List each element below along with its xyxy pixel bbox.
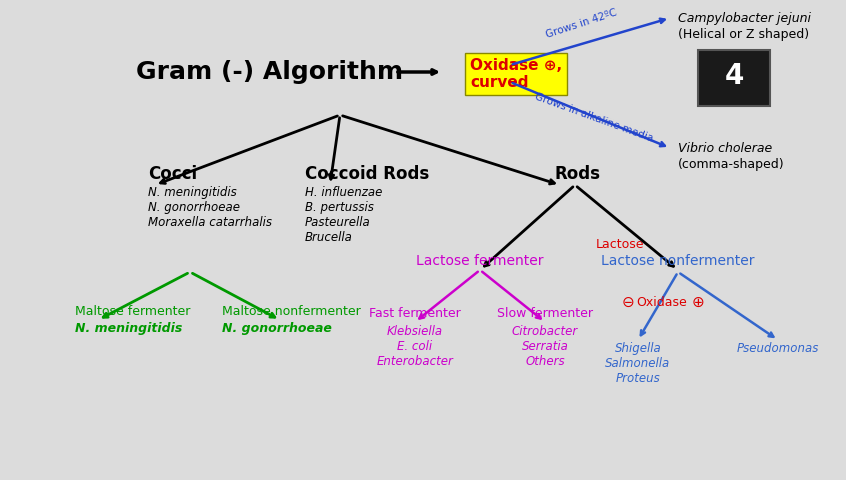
Text: 4: 4 xyxy=(724,62,744,90)
Text: Lactose: Lactose xyxy=(596,238,645,251)
Text: Gram (-) Algorithm: Gram (-) Algorithm xyxy=(136,60,404,84)
Text: Maltose nonfermenter: Maltose nonfermenter xyxy=(222,305,360,318)
Text: Klebsiella
E. coli
Enterobacter: Klebsiella E. coli Enterobacter xyxy=(376,325,453,368)
Text: Maltose fermenter: Maltose fermenter xyxy=(75,305,190,318)
Text: Oxidase: Oxidase xyxy=(637,296,687,309)
Text: Lactose fermenter: Lactose fermenter xyxy=(416,254,544,268)
Text: Oxidase ⊕,
curved: Oxidase ⊕, curved xyxy=(470,58,562,90)
Text: Campylobacter jejuni: Campylobacter jejuni xyxy=(678,12,811,25)
Text: H. influenzae
B. pertussis
Pasteurella
Brucella: H. influenzae B. pertussis Pasteurella B… xyxy=(305,186,382,244)
Text: N. gonorrhoeae: N. gonorrhoeae xyxy=(222,322,332,335)
Text: Rods: Rods xyxy=(555,165,601,183)
Text: ⊖: ⊖ xyxy=(622,295,634,310)
FancyBboxPatch shape xyxy=(698,50,770,106)
Text: Citrobacter
Serratia
Others: Citrobacter Serratia Others xyxy=(512,325,578,368)
Text: Fast fermenter: Fast fermenter xyxy=(369,307,461,320)
Text: Grows in alkaline media: Grows in alkaline media xyxy=(533,91,654,144)
Text: N. meningitidis: N. meningitidis xyxy=(75,322,183,335)
Text: Grows in 42ºC: Grows in 42ºC xyxy=(545,7,618,39)
Text: Pseudomonas: Pseudomonas xyxy=(737,342,819,355)
Text: Slow fermenter: Slow fermenter xyxy=(497,307,593,320)
Text: Lactose nonfermenter: Lactose nonfermenter xyxy=(602,254,755,268)
Text: ⊕: ⊕ xyxy=(692,295,705,310)
Text: Coccoid Rods: Coccoid Rods xyxy=(305,165,429,183)
Text: Shigella
Salmonella
Proteus: Shigella Salmonella Proteus xyxy=(606,342,671,385)
Text: Vibrio cholerae: Vibrio cholerae xyxy=(678,142,772,155)
Text: Cocci: Cocci xyxy=(148,165,197,183)
Text: (comma-shaped): (comma-shaped) xyxy=(678,158,784,171)
Text: N. meningitidis
N. gonorrhoeae
Moraxella catarrhalis: N. meningitidis N. gonorrhoeae Moraxella… xyxy=(148,186,272,229)
Text: (Helical or Z shaped): (Helical or Z shaped) xyxy=(678,28,809,41)
